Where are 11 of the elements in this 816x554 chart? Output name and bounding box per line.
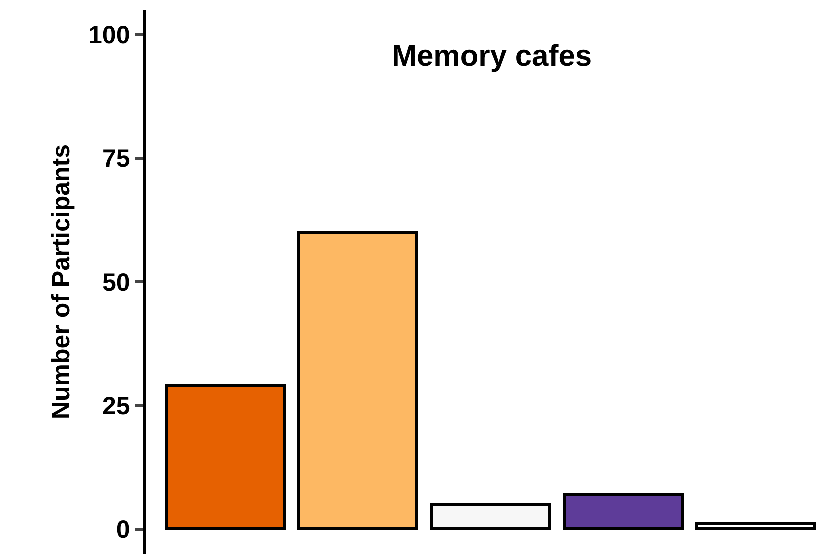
- bar: [298, 232, 418, 530]
- y-tick-label: 100: [88, 21, 130, 50]
- y-tick-label: 75: [102, 145, 130, 174]
- y-tick-label: 0: [116, 516, 130, 544]
- bar: [430, 504, 551, 530]
- y-tick-label: 50: [102, 268, 130, 297]
- bar: [564, 494, 684, 530]
- y-tick-label: 25: [102, 392, 130, 420]
- y-axis-title: Number of Participants: [47, 144, 76, 420]
- bar: [166, 384, 286, 530]
- text: Memory cafes: [392, 40, 592, 73]
